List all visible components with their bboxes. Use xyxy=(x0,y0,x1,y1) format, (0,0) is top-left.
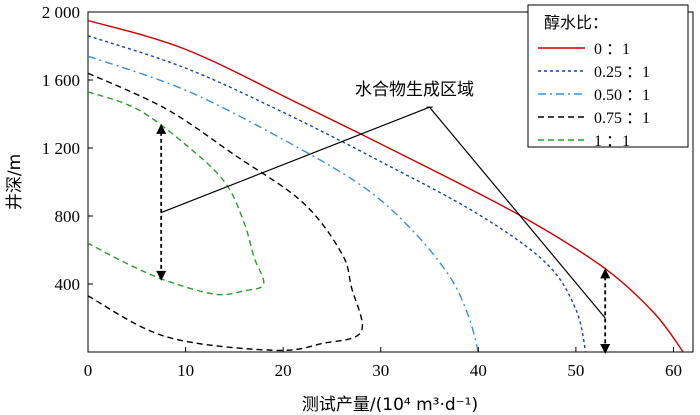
annotation-layer xyxy=(156,106,611,354)
legend-title: 醇水比： xyxy=(544,13,608,32)
callout-line-right xyxy=(429,106,606,319)
plot-area-frame xyxy=(87,11,694,353)
y-axis-title: 井深/m xyxy=(5,154,25,210)
x-tick-label: 60 xyxy=(665,361,682,380)
legend: 醇水比： 0 ：1 0.25 ：1 0.50 ：1 0.75 ：1 1 ：1 xyxy=(527,4,689,150)
hydrate-region-annotation: 水合物生成区域 xyxy=(355,80,474,100)
legend-box xyxy=(527,4,689,148)
x-tick-label: 30 xyxy=(372,361,389,380)
series-layer xyxy=(87,19,684,353)
range-arrow-head-down xyxy=(156,270,167,281)
legend-items: 0 ：1 0.25 ：1 0.50 ：1 0.75 ：1 1 ：1 xyxy=(538,41,650,150)
x-axis-title: 测试产量/(10⁴ m³·d⁻¹) xyxy=(302,395,478,415)
range-arrow-head-up xyxy=(600,268,611,279)
legend-label-2: 0.50 ：1 xyxy=(594,87,650,104)
x-tick-label: 40 xyxy=(470,361,487,380)
range-arrow-head-down xyxy=(600,344,611,354)
range-arrow-head-up xyxy=(156,123,167,134)
callout-line-left xyxy=(160,106,430,214)
series-line-0 xyxy=(87,19,684,353)
y-tick-label: 2 000 xyxy=(42,3,80,22)
series-line-3 xyxy=(87,72,364,352)
x-tick-label: 20 xyxy=(275,361,292,380)
y-tick-label: 1 200 xyxy=(42,139,80,158)
legend-label-4: 1 ：1 xyxy=(594,133,630,150)
legend-label-0: 0 ：1 xyxy=(594,41,630,58)
legend-label-3: 0.75 ：1 xyxy=(594,110,650,127)
legend-label-1: 0.25 ：1 xyxy=(594,64,650,81)
y-tick-label: 400 xyxy=(55,275,81,294)
y-tick-label: 1 600 xyxy=(42,71,80,90)
x-tick-label: 0 xyxy=(84,361,93,380)
series-line-4 xyxy=(87,91,265,296)
x-tick-label: 10 xyxy=(177,361,194,380)
y-tick-label: 800 xyxy=(55,207,81,226)
series-line-2 xyxy=(87,55,479,353)
series-line-1 xyxy=(87,35,587,353)
x-tick-label: 50 xyxy=(567,361,584,380)
tick-layer: 0 10 20 30 40 50 60 400 800 1 200 1 600 2 000 xyxy=(42,3,682,380)
